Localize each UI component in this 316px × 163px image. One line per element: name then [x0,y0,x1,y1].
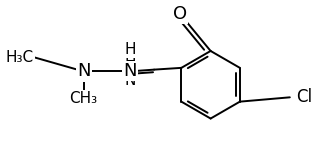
Text: H
N: H N [124,55,136,88]
Text: H: H [124,42,136,57]
Text: O: O [173,5,187,23]
Text: N: N [77,62,90,80]
Text: Cl: Cl [296,88,312,106]
Text: N: N [123,62,137,80]
Text: H₃C: H₃C [6,50,34,65]
Text: CH₃: CH₃ [70,91,98,106]
